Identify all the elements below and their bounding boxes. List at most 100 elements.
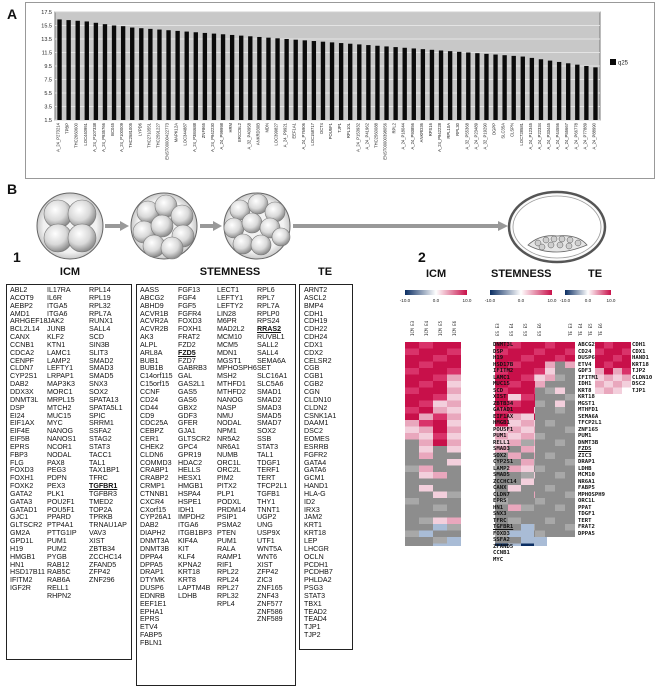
gene-label: PUM1	[493, 433, 507, 439]
stemness-heatmap-cell	[495, 426, 508, 433]
te-heatmap-cell	[535, 407, 545, 414]
stemness-heatmap-cell	[521, 439, 534, 446]
gene-label: H19	[493, 355, 504, 361]
gene-label: KRT18	[178, 568, 200, 577]
stemness-heatmap-cell	[495, 394, 508, 401]
x-tick-label: TPBP	[65, 123, 70, 134]
stemness-heatmap-cell	[495, 504, 508, 511]
stemness-heatmap-cell	[495, 342, 508, 349]
icm-heatmap-cell	[447, 374, 461, 381]
te-heatmap-cell	[565, 348, 575, 355]
gene-label: PRDM14	[217, 505, 246, 514]
gene-label: RPL7	[257, 293, 275, 302]
gene-label: IRX3	[304, 505, 320, 514]
icm-heatmap-row-labels: DNMT3L DSP H19 HSD17B IFITM2 LAMC1 MUC15 SCD XIS…	[493, 342, 517, 563]
gene-label: PSIP1	[217, 513, 238, 522]
gene-label: ARL8A	[140, 348, 163, 357]
icm-heatmap-cell	[447, 348, 461, 355]
icm-heatmap-cell	[433, 452, 447, 459]
gene-label: EIF1AX	[493, 413, 514, 420]
gene-label: GM2A	[10, 529, 31, 538]
bar	[329, 42, 335, 120]
gene-label: TGFB1	[257, 489, 280, 498]
x-tick-label: A_24_P942230	[210, 122, 215, 152]
color-scale-label: 10.0	[548, 298, 557, 303]
gene-label: ZNF43	[257, 591, 279, 600]
gene-label: CER1	[140, 435, 159, 444]
bar	[547, 60, 553, 120]
gene-label: NASP	[217, 403, 237, 412]
gene-label: MCM10	[217, 333, 242, 342]
te-right-heatmap-cell	[604, 374, 613, 381]
heatmap-column-label: ICM E3	[410, 320, 415, 336]
icm-heatmap-cell	[419, 465, 433, 472]
gene-label: BUB1	[140, 356, 159, 365]
bar	[411, 48, 416, 121]
gene-label: NR6A1	[578, 478, 595, 485]
icm-heatmap-cell	[433, 498, 447, 505]
stemness-heatmap-cell	[508, 355, 521, 362]
gene-label: RRAS2	[257, 325, 282, 334]
gene-label: AK3	[140, 333, 154, 342]
bar	[484, 53, 489, 120]
icm-heatmap-cell	[447, 524, 461, 531]
gene-label: TERT	[578, 517, 592, 524]
te-heatmap-cell	[535, 413, 545, 420]
gene-label: RAB12	[47, 560, 70, 569]
icm-heatmap-cell	[447, 413, 461, 420]
gene-label: GATA3	[10, 497, 33, 506]
gene-label: MGST1	[217, 356, 242, 365]
te-heatmap-cell	[535, 465, 545, 472]
te-heatmap-cell	[555, 361, 565, 368]
gene-label: FOXD3	[493, 530, 510, 537]
te-heatmap-cell	[545, 368, 555, 375]
gene-label: SIN3B	[89, 340, 110, 349]
heatmap-column-label: ICM E4	[424, 320, 429, 336]
x-tick-label: A_32_P55368	[464, 122, 469, 149]
gene-label: CCNF	[140, 387, 160, 396]
te-heatmap-cell	[545, 504, 555, 511]
icm-heatmap-cell	[447, 452, 461, 459]
icm-heatmap-cell	[419, 348, 433, 355]
gene-label: HMGB1	[10, 552, 36, 561]
icm-heatmap-cell	[433, 524, 447, 531]
te-heatmap-cell	[545, 491, 555, 498]
x-tick-label: A_24_P66778	[573, 122, 578, 149]
te-heatmap-cell	[545, 459, 555, 466]
te-heatmap-row-labels-right: CDH1 CDX1 HAND1 KRT18 TJP2 CLDN10 DSC2 TJP1	[632, 342, 652, 394]
gene-label: SMAD5	[493, 472, 510, 478]
gene-label: IFITM2	[10, 576, 33, 585]
bar	[393, 47, 398, 120]
gene-label: HSD17B11	[10, 568, 45, 577]
bar	[166, 30, 171, 121]
heatmap-column-label: ES E5	[523, 323, 528, 336]
te-heatmap-cell	[535, 361, 545, 368]
te-right-heatmap-cell	[613, 355, 622, 362]
gene-label: GATAD1	[10, 505, 38, 514]
gene-label: SEMA6A	[578, 413, 599, 420]
gene-label: NMU	[217, 411, 234, 420]
gene-label: MTHFD2	[217, 387, 246, 396]
te-list-title: TE	[317, 266, 333, 278]
te-heatmap-cell	[555, 511, 565, 518]
icm-heatmap-cell	[419, 504, 433, 511]
icm-heatmap-cell	[419, 433, 433, 440]
te-heatmap-cell	[535, 368, 545, 375]
stemness-list-col3: LECT1 LEFTY1 LEFTY2 LIN28 M6PR MAD2L2 MCM10 MCM…	[217, 286, 257, 609]
gene-label: PYGB	[47, 552, 67, 561]
gene-label: SCD	[89, 333, 104, 342]
gene-label: CCNB1	[493, 550, 510, 556]
y-tick-label: 1.5	[44, 118, 52, 124]
stemness-heatmap-cell	[521, 543, 534, 546]
gene-label: ZIC3	[578, 452, 592, 459]
gene-label: CANX	[493, 485, 507, 491]
icm-heatmap-cell	[419, 407, 433, 414]
te-right-heatmap-cell	[613, 381, 622, 388]
icm-heatmap-cell	[419, 368, 433, 375]
gene-label: SMAD2	[89, 356, 114, 365]
te-right-heatmap-cell	[604, 361, 613, 368]
y-tick-label: 11.5	[42, 51, 52, 57]
bar	[366, 45, 371, 121]
icm-heatmap-cell	[447, 355, 461, 362]
gene-label: DPPA5	[578, 530, 595, 537]
